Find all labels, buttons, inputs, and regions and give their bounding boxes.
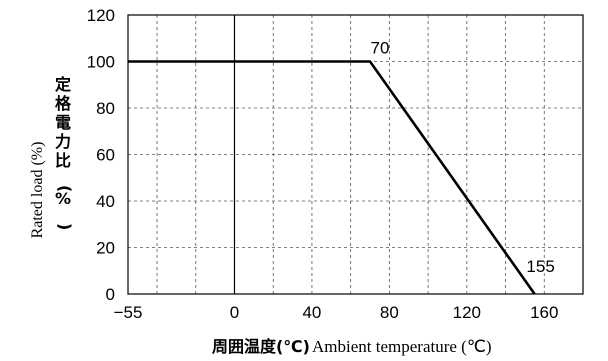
y-tick-label: 120 [87, 6, 115, 25]
x-tick-label: 80 [380, 303, 399, 322]
y-tick-label: 20 [96, 239, 115, 258]
y-axis-label-japanese: 定格電力比 (%) [54, 75, 74, 230]
x-tick-label: 0 [230, 303, 239, 322]
plot-frame [127, 14, 584, 295]
x-axis-label-english: Ambient temperature (℃) [312, 337, 492, 356]
x-tick-label: 40 [302, 303, 321, 322]
y-axis-label-japanese-char: ) [55, 223, 74, 230]
annotation-label: 155 [526, 257, 554, 276]
y-axis-label-japanese-char: 定 [54, 75, 71, 94]
derating-curve [128, 60, 536, 295]
grid-lines [128, 15, 583, 294]
annotation-label: 70 [371, 39, 390, 58]
y-axis-label-english: Rated load (%) [29, 142, 46, 239]
y-axis-label-japanese-char: 比 [55, 151, 71, 170]
y-axis-label-japanese-char: 力 [55, 132, 71, 151]
y-axis-label-japanese-char: 格 [55, 94, 72, 113]
x-tick-label: −55 [114, 303, 143, 322]
y-tick-label: 100 [87, 53, 115, 72]
data-series [128, 60, 536, 295]
y-axis-label-japanese-char: ( [55, 185, 74, 192]
y-tick-label: 80 [96, 99, 115, 118]
x-tick-label: 120 [453, 303, 481, 322]
y-tick-label: 0 [106, 285, 115, 304]
y-axis-label-japanese-char: 電 [55, 113, 71, 132]
x-tick-label: 160 [530, 303, 558, 322]
y-tick-label: 60 [96, 146, 115, 165]
y-axis-label-japanese-char: % [55, 189, 71, 208]
annotations: 70 155 [371, 39, 555, 277]
x-axis-label-japanese: 周囲温度(℃) [212, 337, 310, 356]
y-tick-label: 40 [96, 192, 115, 211]
